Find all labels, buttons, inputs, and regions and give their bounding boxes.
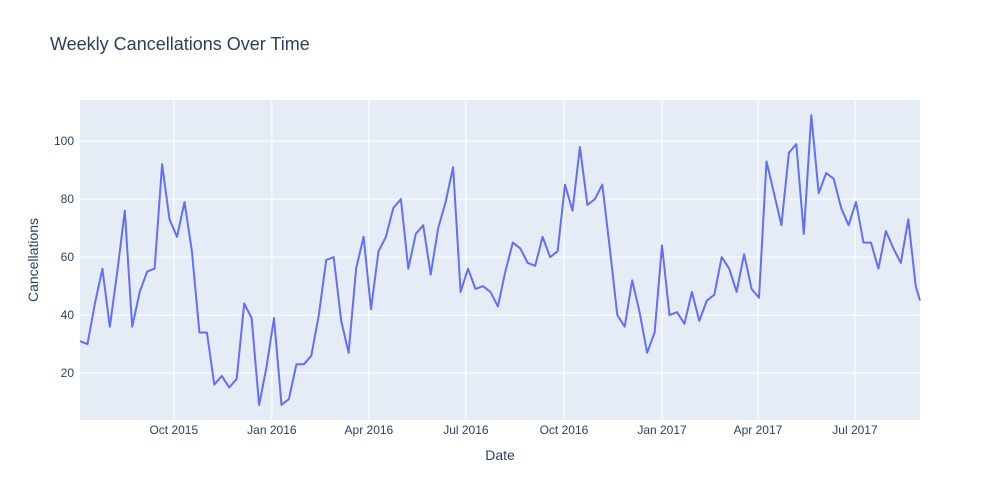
- x-tick-label: Jul 2016: [443, 423, 489, 437]
- x-tick-label: Apr 2016: [345, 423, 394, 437]
- y-gridlines: [80, 140, 920, 374]
- y-tick-label: 40: [61, 308, 75, 322]
- x-tick-label: Oct 2015: [149, 423, 198, 437]
- y-tick-label: 100: [54, 134, 74, 148]
- x-tick-label: Apr 2017: [734, 423, 783, 437]
- y-axis-title: Cancellations: [25, 218, 41, 302]
- x-tick-label: Oct 2016: [540, 423, 589, 437]
- x-axis-title: Date: [485, 447, 515, 463]
- y-tick-label: 60: [61, 250, 75, 264]
- x-tick-labels: Oct 2015 Jan 2016 Apr 2016 Jul 2016 Oct 2016…: [149, 423, 878, 437]
- plot-background: [80, 100, 920, 420]
- x-tick-label: Jan 2017: [637, 423, 687, 437]
- y-tick-label: 20: [61, 366, 75, 380]
- y-tick-label: 80: [61, 192, 75, 206]
- x-tick-label: Jan 2016: [247, 423, 297, 437]
- chart-title: Weekly Cancellations Over Time: [50, 34, 310, 54]
- x-tick-label: Jul 2017: [832, 423, 878, 437]
- series-layer: [79, 114, 921, 406]
- y-tick-labels: 20 40 60 80 100: [54, 134, 74, 380]
- x-gridlines: [173, 100, 856, 420]
- series-line: [79, 114, 921, 406]
